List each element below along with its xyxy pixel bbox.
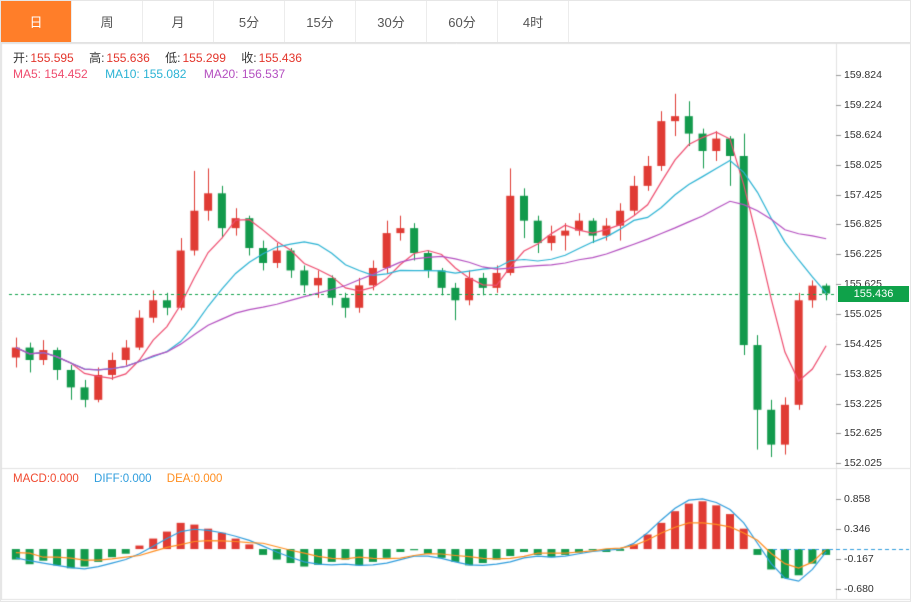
price-axis-label: 156.825 bbox=[844, 218, 882, 231]
macd-y-axis: 0.858 0.346 -0.167 -0.680 bbox=[844, 43, 910, 601]
low-label: 低: bbox=[165, 51, 181, 65]
price-axis-label: 159.224 bbox=[844, 99, 882, 112]
timeframe-tab[interactable]: 30分 bbox=[356, 1, 427, 42]
macd-value-legend: MACD:0.000 bbox=[13, 473, 79, 485]
price-axis-label: 152.625 bbox=[844, 427, 882, 440]
ma-legend: MA5: 154.452 MA10: 155.082 MA20: 156.537 bbox=[13, 67, 299, 81]
timeframe-tab[interactable]: 周 bbox=[72, 1, 143, 42]
price-axis-label: 157.425 bbox=[844, 188, 882, 201]
macd-legend: MACD:0.000 DIFF:0.000 DEA:0.000 bbox=[13, 473, 234, 485]
ma10-legend: MA10: 155.082 bbox=[105, 67, 187, 81]
ma20-legend: MA20: 156.537 bbox=[203, 67, 286, 81]
timeframe-tab[interactable]: 日 bbox=[1, 1, 72, 42]
macd-axis-label: -0.167 bbox=[844, 552, 874, 565]
current-price-badge: 155.436 bbox=[838, 285, 909, 302]
high-value: 155.636 bbox=[106, 51, 150, 65]
timeframe-tab[interactable]: 月 bbox=[143, 1, 214, 42]
open-label: 开: bbox=[13, 51, 29, 65]
price-axis-label: 154.425 bbox=[844, 337, 882, 350]
price-axis-label: 153.225 bbox=[844, 397, 882, 410]
close-label: 收: bbox=[241, 51, 257, 65]
macd-axis-label: 0.858 bbox=[844, 493, 871, 506]
candlestick-chart-canvas[interactable] bbox=[1, 43, 910, 601]
timeframe-tabbar: 日周月 5分 15分 30分 60分 4时 bbox=[1, 1, 910, 43]
close-value: 155.436 bbox=[258, 51, 302, 65]
timeframe-tab[interactable]: 4时 bbox=[498, 1, 569, 42]
price-axis-label: 158.624 bbox=[844, 128, 882, 141]
macd-axis-label: 0.346 bbox=[844, 522, 871, 535]
price-axis-label: 156.225 bbox=[844, 248, 882, 261]
timeframe-tab[interactable]: 15分 bbox=[285, 1, 356, 42]
price-axis-label: 155.025 bbox=[844, 307, 882, 320]
chart-region: 开: 155.595 高: 155.636 低: 155.299 收: 155.436 … bbox=[1, 43, 910, 601]
price-y-axis: 159.824 159.224 158.624 158.025 157.425 156.8… bbox=[844, 43, 910, 601]
high-label: 高: bbox=[89, 51, 105, 65]
price-axis-label: 152.025 bbox=[844, 457, 882, 470]
diff-value-legend: DIFF:0.000 bbox=[94, 473, 152, 485]
timeframe-tab[interactable]: 60分 bbox=[427, 1, 498, 42]
price-axis-label: 158.025 bbox=[844, 158, 882, 171]
macd-axis-label: -0.680 bbox=[844, 582, 874, 595]
price-axis-label: 153.825 bbox=[844, 367, 882, 380]
ohlc-legend: 开: 155.595 高: 155.636 低: 155.299 收: 155.436 bbox=[13, 49, 314, 66]
price-axis-label: 159.824 bbox=[844, 69, 882, 82]
open-value: 155.595 bbox=[30, 51, 74, 65]
timeframe-tab[interactable]: 5分 bbox=[214, 1, 285, 42]
low-value: 155.299 bbox=[182, 51, 226, 65]
ma5-legend: MA5: 154.452 bbox=[13, 67, 88, 81]
dea-value-legend: DEA:0.000 bbox=[166, 473, 223, 485]
